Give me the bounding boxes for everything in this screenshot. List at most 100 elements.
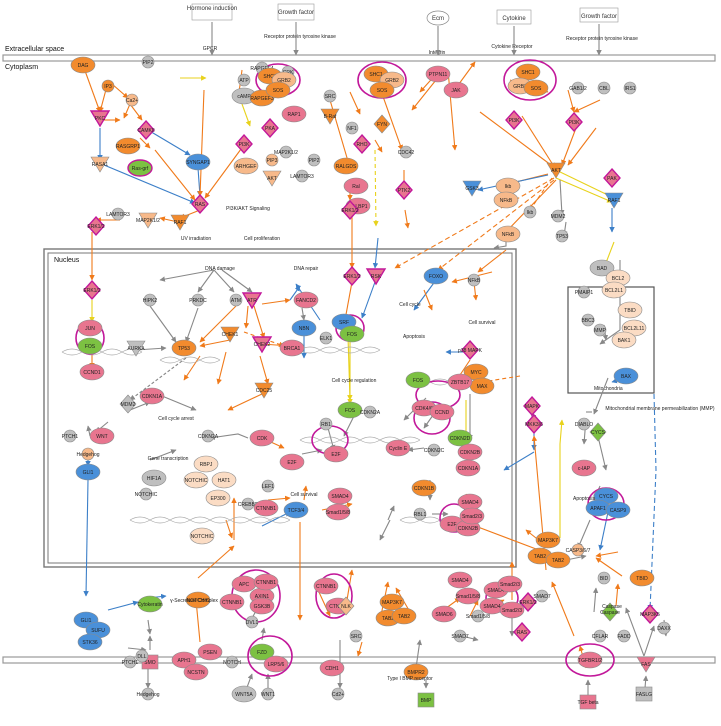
node-ca2-label: Ca2+ [126,98,138,104]
node-ip3-shape [101,79,115,93]
node-ikb2: Ikb [523,205,537,219]
node-gli1a-shape [75,463,101,481]
node-elk1-shape [319,331,333,345]
node-mkk36: MKK3/6 [525,413,543,435]
node-e2f1: E2F [323,445,349,463]
node-ptk2-label: PTK2 [398,188,411,194]
node-lrp: LRP5/6 [263,655,289,673]
node-lamtor3a: LAMTOR3 [106,207,130,221]
node-pip2a: PIP2 [141,55,155,69]
label-cytokine-receptor: Cytokine Receptor [491,44,532,50]
node-tgfbr-shape [577,651,603,669]
node-erk12b: ERK1/2 [341,199,359,221]
node-faslg-label: FASLG [636,692,652,698]
node-rasgrp1-label: RASGRP1 [116,144,140,150]
node-prkdc-shape [191,293,205,307]
node-erk12c: ERK1/2 [83,279,101,301]
node-sos1: SOS [265,81,291,99]
node-casp367: CASP3/6/7 [566,543,591,557]
node-aurka: AURKA [126,340,146,357]
node-fas-shape [636,656,656,673]
node-nfkb2-shape [495,225,521,243]
node-nbn-shape [291,319,317,337]
label-hormone: Hormone induction [187,6,237,12]
label-apoptosis-2: Apoptosis [573,496,595,502]
node-cdkn1a2-label: CDKN1A [458,466,479,472]
node-sos2-shape [369,81,395,99]
node-ptpn11-shape [425,65,451,83]
node-hif1a-label: HIF1A [147,476,162,482]
node-wnt5a-label: WNT5A [235,692,253,698]
node-tgfbr-label: TGFBR1/2 [578,658,602,664]
node-ccnd1-label: CCND1 [83,370,100,376]
node-ep300-label: EP300 [210,496,225,502]
node-ralgds-shape [333,157,359,175]
node-lamtor3b-shape [295,169,309,183]
node-hif1a: HIF1A [141,469,167,487]
node-tab2a-label: TAB2 [534,554,546,560]
node-fancd2-label: FANCD2 [296,298,316,304]
node-rsk: RSK [365,268,387,286]
node-cd2-label: Cd2+ [332,692,344,698]
node-ctnnb1c-label: CTNNB1 [256,580,276,586]
node-cdkn2b2-label: CDKN2B [458,526,479,532]
node-gab12-shape [571,81,585,95]
node-cytokeratin-shape [137,595,163,613]
node-nbn-label: NBN [299,326,310,332]
node-faslg: FASLG [635,686,653,702]
node-bid-shape [597,571,611,585]
node-lef1-shape [261,479,275,493]
node-gli1b-label: GLI1 [81,618,92,624]
node-tp53b-label: TP53 [178,346,190,352]
node-tp53a-shape [555,229,569,243]
node-ptch1b-label: PTCH1 [122,660,139,666]
node-smad4b: SMAD4 [457,493,483,511]
node-tbid2: TBID [629,569,655,587]
node-fadd-label: FADD [617,634,631,640]
node-tab2d-shape [391,607,417,625]
node-dvl1-label: DVL1 [246,620,259,626]
node-casp9: CASP9 [605,501,631,519]
node-bad-shape [589,259,615,277]
node-brca1: BRCA1 [279,339,305,357]
node-pak: PAK [603,167,621,189]
node-wnt-label: WNT [96,434,107,440]
node-pip2b-label: PIP2 [309,158,320,164]
node-gab12: GAB1/2 [569,81,587,95]
label-cytokine: Cytokine [502,16,526,22]
node-nlk: NLK [337,596,355,616]
node-casp8-label: Caspase [600,610,620,616]
node-rasgrf-label: Ras-grf [132,166,149,172]
node-mapk: MAPK [523,395,541,417]
node-bad: BAD [589,259,615,277]
node-cdkn2a1: CDKN2A [360,405,381,419]
node-chek2: CHEK2 [251,336,273,354]
node-max: MAX [469,377,495,395]
node-cdc42-label: CDC42 [398,150,415,156]
node-rbl1-label: RBL1 [414,512,427,518]
node-chek1: CHEK1 [220,326,240,343]
node-bcl2l11-label: BCL2L11 [624,326,645,332]
node-ctnnb1b: CTNNB1 [219,593,245,611]
node-bid: BID [597,571,611,585]
node-fos3-shape [337,401,363,419]
node-fos4: FOS [405,371,431,389]
node-apaf1-label: APAF1 [590,506,606,512]
node-pip2a-label: PIP2 [143,60,154,66]
node-brca1-label: BRCA1 [284,346,301,352]
node-atm-label: ATM [231,298,241,304]
node-smad158b: Smad1/5/8 [455,587,480,605]
node-pka-label: PKA [265,126,276,132]
node-smad6-shape [431,605,457,623]
node-akt1: AKT [262,170,282,187]
node-ptk2: PTK2 [395,179,413,201]
node-rap1: RAP1 [281,105,307,123]
node-fancd2: FANCD2 [293,291,319,309]
node-bmpr2-label: BMPR2 [407,670,424,676]
node-ptch1: PTCH1 [62,429,78,443]
node-smad4a: SMAD4 [327,487,353,505]
node-ral-label: Ral [352,184,360,190]
node-ctnnb1d-label: CTNNB1 [316,584,336,590]
node-cycs1-label: CYCS [591,430,606,436]
node-cdkn2a2-shape [201,429,215,443]
